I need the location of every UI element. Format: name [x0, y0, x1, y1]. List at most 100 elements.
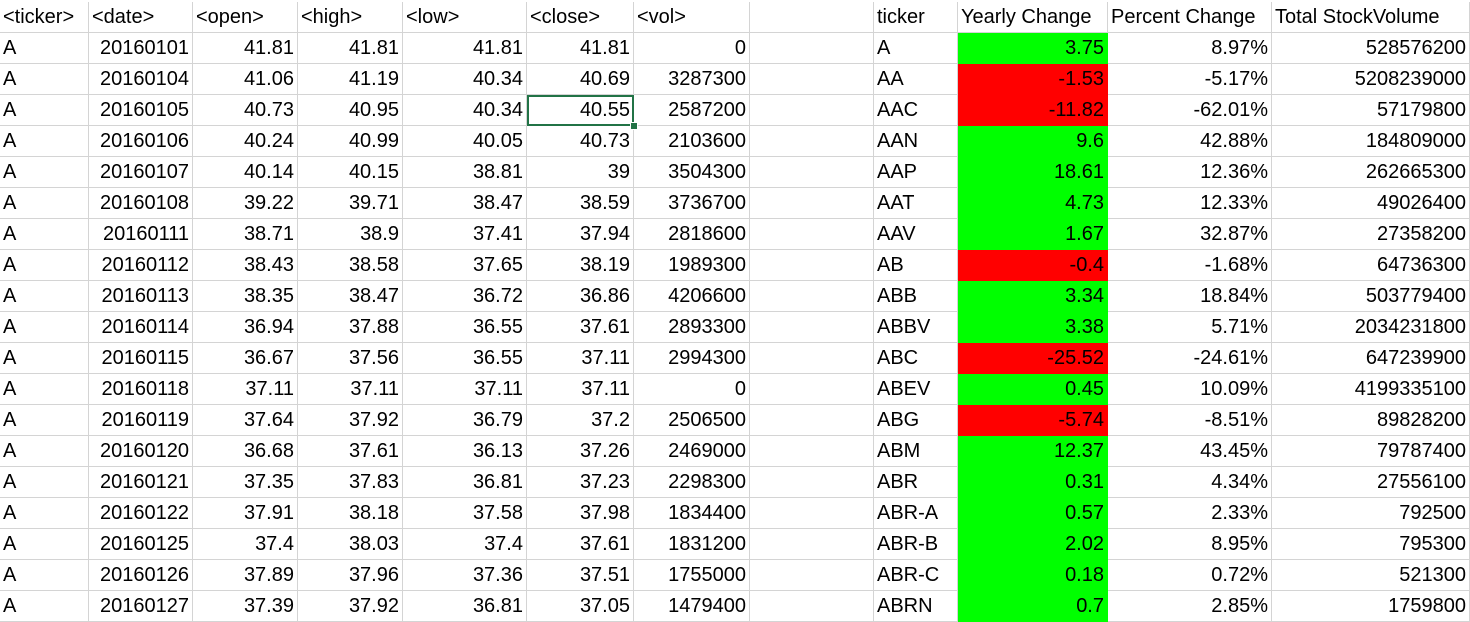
cell-percent-change[interactable]: -24.61%: [1108, 343, 1272, 374]
cell-close[interactable]: 40.73: [527, 126, 634, 157]
cell-low[interactable]: 36.81: [403, 591, 527, 622]
cell-low[interactable]: 41.81: [403, 33, 527, 64]
cell-date[interactable]: 20160115: [89, 343, 193, 374]
cell-low[interactable]: 40.05: [403, 126, 527, 157]
cell-ticker[interactable]: ABC: [874, 343, 958, 374]
cell-open[interactable]: 37.4: [193, 529, 298, 560]
cell-close[interactable]: 37.61: [527, 312, 634, 343]
cell-close[interactable]: 36.86: [527, 281, 634, 312]
cell-close[interactable]: 37.26: [527, 436, 634, 467]
cell-yearly-change[interactable]: -1.53: [958, 64, 1108, 95]
cell-ticker[interactable]: A: [0, 374, 89, 405]
cell-low[interactable]: 37.4: [403, 529, 527, 560]
empty-cell[interactable]: [750, 529, 874, 560]
cell-vol[interactable]: 1831200: [634, 529, 750, 560]
cell-total-volume[interactable]: 1759800: [1272, 591, 1470, 622]
cell-total-volume[interactable]: 5208239000: [1272, 64, 1470, 95]
cell-percent-change[interactable]: 42.88%: [1108, 126, 1272, 157]
cell-percent-change[interactable]: -1.68%: [1108, 250, 1272, 281]
cell-high[interactable]: 39.71: [298, 188, 403, 219]
cell-vol[interactable]: 2506500: [634, 405, 750, 436]
cell-ticker[interactable]: A: [0, 250, 89, 281]
cell-close[interactable]: 40.69: [527, 64, 634, 95]
cell-total-volume[interactable]: 262665300: [1272, 157, 1470, 188]
cell-ticker[interactable]: A: [0, 591, 89, 622]
cell-ticker[interactable]: A: [0, 343, 89, 374]
cell-close[interactable]: 37.05: [527, 591, 634, 622]
cell-total-volume[interactable]: 647239900: [1272, 343, 1470, 374]
cell-vol[interactable]: 2469000: [634, 436, 750, 467]
cell-total-volume[interactable]: 2034231800: [1272, 312, 1470, 343]
empty-cell[interactable]: [750, 343, 874, 374]
cell-yearly-change[interactable]: -11.82: [958, 95, 1108, 126]
cell-date[interactable]: 20160112: [89, 250, 193, 281]
cell-close[interactable]: 37.11: [527, 374, 634, 405]
cell-open[interactable]: 38.35: [193, 281, 298, 312]
empty-cell[interactable]: [750, 126, 874, 157]
cell-low[interactable]: 40.34: [403, 95, 527, 126]
cell-high[interactable]: 40.15: [298, 157, 403, 188]
cell-date[interactable]: 20160127: [89, 591, 193, 622]
cell-vol[interactable]: 2298300: [634, 467, 750, 498]
cell-low[interactable]: 38.47: [403, 188, 527, 219]
cell-date[interactable]: 20160114: [89, 312, 193, 343]
empty-cell[interactable]: [750, 250, 874, 281]
cell-open[interactable]: 37.11: [193, 374, 298, 405]
cell-yearly-change[interactable]: 0.18: [958, 560, 1108, 591]
cell-close[interactable]: 38.19: [527, 250, 634, 281]
cell-ticker[interactable]: A: [0, 188, 89, 219]
cell-close[interactable]: 37.11: [527, 343, 634, 374]
cell-ticker[interactable]: A: [0, 64, 89, 95]
cell-high[interactable]: 37.83: [298, 467, 403, 498]
empty-cell[interactable]: [750, 498, 874, 529]
cell-open[interactable]: 40.24: [193, 126, 298, 157]
cell-ticker[interactable]: ABEV: [874, 374, 958, 405]
header-percent-change[interactable]: Percent Change: [1108, 2, 1272, 33]
cell-vol[interactable]: 1989300: [634, 250, 750, 281]
cell-ticker[interactable]: ABBV: [874, 312, 958, 343]
cell-total-volume[interactable]: 27358200: [1272, 219, 1470, 250]
header-yearly-change[interactable]: Yearly Change: [958, 2, 1108, 33]
cell-vol[interactable]: 2893300: [634, 312, 750, 343]
cell-high[interactable]: 40.95: [298, 95, 403, 126]
cell-ticker[interactable]: ABRN: [874, 591, 958, 622]
cell-low[interactable]: 37.11: [403, 374, 527, 405]
cell-yearly-change[interactable]: 0.31: [958, 467, 1108, 498]
cell-total-volume[interactable]: 521300: [1272, 560, 1470, 591]
cell-yearly-change[interactable]: 3.75: [958, 33, 1108, 64]
cell-ticker[interactable]: AB: [874, 250, 958, 281]
cell-ticker[interactable]: A: [0, 157, 89, 188]
cell-date[interactable]: 20160118: [89, 374, 193, 405]
cell-high[interactable]: 41.19: [298, 64, 403, 95]
cell-date[interactable]: 20160111: [89, 219, 193, 250]
cell-ticker[interactable]: AAV: [874, 219, 958, 250]
cell-percent-change[interactable]: -5.17%: [1108, 64, 1272, 95]
cell-vol[interactable]: 1755000: [634, 560, 750, 591]
cell-ticker[interactable]: ABR-B: [874, 529, 958, 560]
cell-date[interactable]: 20160105: [89, 95, 193, 126]
cell-percent-change[interactable]: 10.09%: [1108, 374, 1272, 405]
cell-open[interactable]: 38.43: [193, 250, 298, 281]
cell-high[interactable]: 40.99: [298, 126, 403, 157]
cell-yearly-change[interactable]: 1.67: [958, 219, 1108, 250]
cell-ticker[interactable]: ABM: [874, 436, 958, 467]
cell-low[interactable]: 36.55: [403, 312, 527, 343]
cell-percent-change[interactable]: 2.33%: [1108, 498, 1272, 529]
cell-total-volume[interactable]: 503779400: [1272, 281, 1470, 312]
cell-yearly-change[interactable]: -25.52: [958, 343, 1108, 374]
cell-ticker[interactable]: A: [0, 281, 89, 312]
cell-date[interactable]: 20160126: [89, 560, 193, 591]
cell-yearly-change[interactable]: -0.4: [958, 250, 1108, 281]
header-ticker[interactable]: ticker: [874, 2, 958, 33]
cell-ticker[interactable]: AAN: [874, 126, 958, 157]
cell-low[interactable]: 40.34: [403, 64, 527, 95]
cell-open[interactable]: 40.73: [193, 95, 298, 126]
cell-yearly-change[interactable]: 3.38: [958, 312, 1108, 343]
cell-ticker[interactable]: A: [0, 467, 89, 498]
cell-yearly-change[interactable]: 18.61: [958, 157, 1108, 188]
cell-high[interactable]: 41.81: [298, 33, 403, 64]
cell-vol[interactable]: 2103600: [634, 126, 750, 157]
cell-percent-change[interactable]: 5.71%: [1108, 312, 1272, 343]
cell-percent-change[interactable]: 8.97%: [1108, 33, 1272, 64]
cell-ticker[interactable]: ABR-C: [874, 560, 958, 591]
